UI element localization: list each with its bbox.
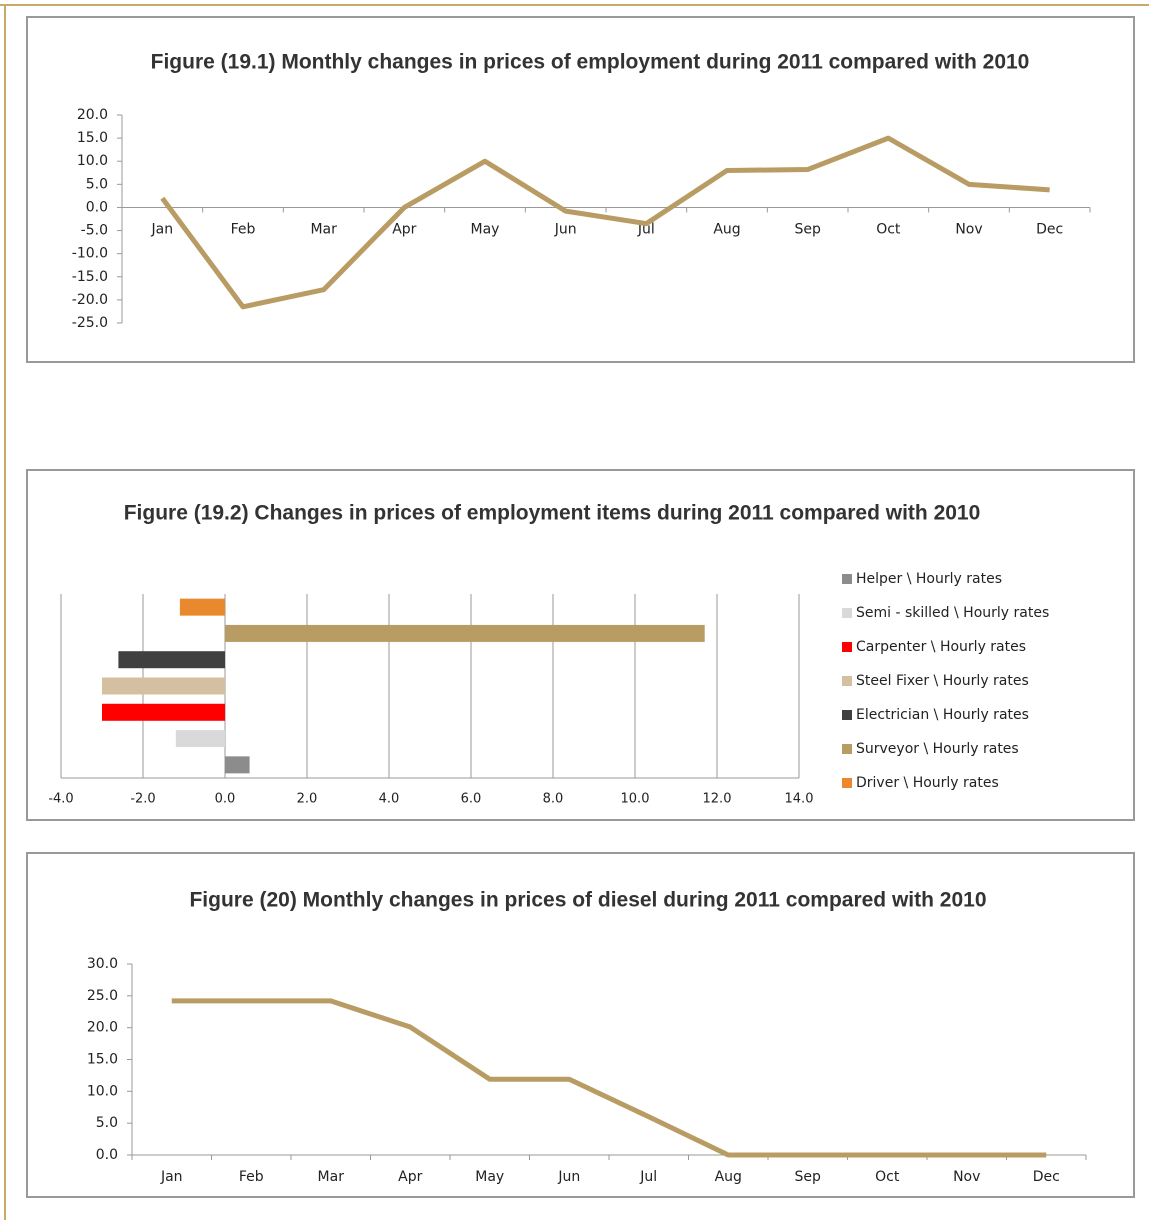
legend-label: Semi - skilled \ Hourly rates — [856, 605, 1049, 621]
legend-swatch — [842, 574, 852, 584]
legend-swatch — [842, 744, 852, 754]
x-tick-label: Oct — [876, 221, 901, 237]
x-tick-label: Feb — [231, 221, 256, 237]
legend-swatch — [842, 778, 852, 788]
x-tick-label: Mar — [310, 221, 337, 237]
chart-title: Figure (19.1) Monthly changes in prices … — [151, 51, 1030, 74]
x-tick-label: Nov — [955, 221, 982, 237]
x-tick-label: 0.0 — [215, 792, 236, 807]
legend-label: Surveyor \ Hourly rates — [856, 741, 1019, 757]
x-tick-label: -2.0 — [130, 792, 155, 807]
y-tick-label: 25.0 — [87, 988, 118, 1004]
x-tick-label: Aug — [713, 221, 740, 237]
y-tick-label: -15.0 — [72, 269, 108, 285]
x-tick-label: Sep — [794, 221, 821, 237]
y-tick-label: 0.0 — [96, 1147, 118, 1163]
x-tick-label: 4.0 — [379, 792, 400, 807]
y-tick-label: 10.0 — [87, 1083, 118, 1099]
x-tick-label: 8.0 — [543, 792, 564, 807]
x-tick-label: Dec — [1033, 1169, 1060, 1185]
x-tick-label: Oct — [875, 1169, 900, 1185]
chart-frame — [26, 852, 1135, 1198]
legend-label: Driver \ Hourly rates — [856, 775, 999, 791]
bar — [102, 703, 225, 721]
data-line — [171, 998, 1047, 1158]
chart-title: Figure (19.2) Changes in prices of emplo… — [124, 502, 981, 525]
x-tick-label: Dec — [1036, 221, 1063, 237]
legend-swatch — [842, 642, 852, 652]
x-tick-label: Jul — [639, 1169, 657, 1185]
bar — [225, 756, 250, 774]
y-tick-label: -25.0 — [72, 315, 108, 331]
y-tick-label: 5.0 — [96, 1115, 118, 1131]
y-tick-label: 0.0 — [86, 199, 108, 215]
bar — [118, 651, 225, 669]
x-tick-label: Nov — [953, 1169, 980, 1185]
bar — [102, 677, 225, 695]
bar — [175, 730, 225, 748]
x-tick-label: Jun — [554, 221, 577, 237]
legend-label: Helper \ Hourly rates — [856, 571, 1002, 587]
legend-label: Carpenter \ Hourly rates — [856, 639, 1026, 655]
x-tick-label: Apr — [398, 1169, 422, 1185]
y-tick-label: 15.0 — [77, 130, 108, 146]
x-tick-label: May — [471, 221, 500, 237]
legend-swatch — [842, 608, 852, 618]
bar — [179, 598, 225, 616]
y-tick-label: -10.0 — [72, 246, 108, 262]
chart-frame — [26, 469, 1135, 821]
x-tick-label: Jan — [151, 221, 174, 237]
legend-swatch — [842, 676, 852, 686]
y-tick-label: 15.0 — [87, 1052, 118, 1068]
legend-label: Electrician \ Hourly rates — [856, 707, 1029, 723]
x-tick-label: Aug — [715, 1169, 742, 1185]
x-tick-label: Jun — [557, 1169, 580, 1185]
x-tick-label: 10.0 — [621, 792, 650, 807]
x-tick-label: Jul — [637, 221, 655, 237]
x-tick-label: 6.0 — [461, 792, 482, 807]
y-tick-label: 20.0 — [77, 107, 108, 123]
x-tick-label: Feb — [239, 1169, 264, 1185]
y-tick-label: -5.0 — [81, 223, 108, 239]
x-tick-label: 14.0 — [785, 792, 814, 807]
x-tick-label: Apr — [392, 221, 416, 237]
chart-frame — [26, 16, 1135, 363]
bar — [225, 624, 705, 642]
y-tick-label: 20.0 — [87, 1020, 118, 1036]
x-tick-label: -4.0 — [48, 792, 73, 807]
legend-label: Steel Fixer \ Hourly rates — [856, 673, 1029, 689]
x-tick-label: 12.0 — [703, 792, 732, 807]
y-tick-label: 5.0 — [86, 176, 108, 192]
data-line — [160, 135, 1050, 310]
x-tick-label: Mar — [318, 1169, 345, 1185]
y-tick-label: 10.0 — [77, 153, 108, 169]
x-tick-label: May — [475, 1169, 504, 1185]
x-tick-label: 2.0 — [297, 792, 318, 807]
x-tick-label: Jan — [160, 1169, 183, 1185]
y-tick-label: -20.0 — [72, 292, 108, 308]
legend-swatch — [842, 710, 852, 720]
y-tick-label: 30.0 — [87, 956, 118, 972]
chart-title: Figure (20) Monthly changes in prices of… — [189, 889, 986, 912]
x-tick-label: Sep — [795, 1169, 822, 1185]
